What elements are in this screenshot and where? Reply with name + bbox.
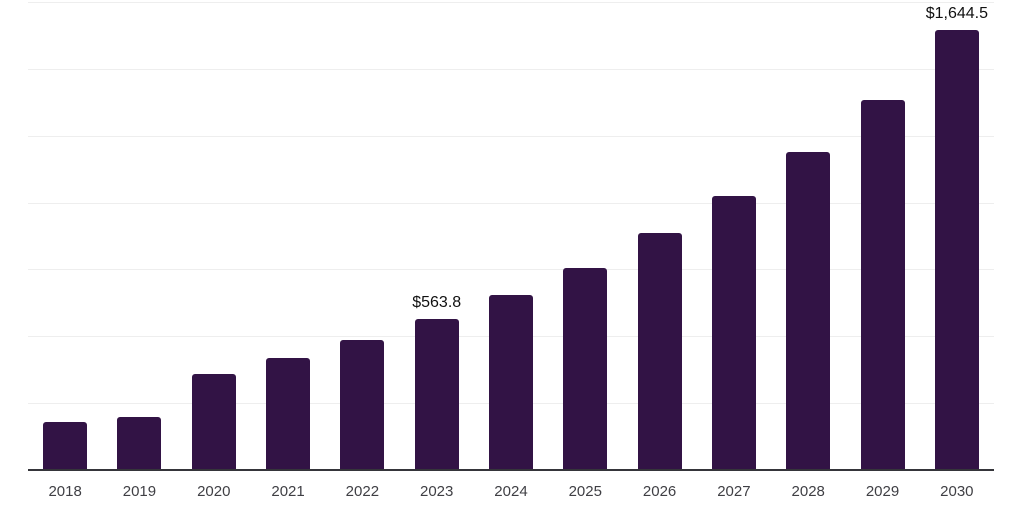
x-tick-label-2020: 2020 [197, 483, 231, 500]
x-tick-label-2018: 2018 [48, 483, 82, 500]
x-tick-label-2021: 2021 [271, 483, 305, 500]
value-label-2030: $1,644.5 [925, 5, 988, 23]
bar-2019 [117, 416, 162, 470]
x-tick-label-2026: 2026 [642, 483, 677, 500]
bar-2025 [563, 267, 608, 470]
gridline-1250 [28, 135, 994, 137]
gridline-1750 [28, 2, 994, 3]
x-tick-label-2024: 2024 [494, 483, 528, 500]
gridline-1000 [28, 202, 994, 204]
bar-2020 [191, 373, 236, 470]
x-tick-label-2023: 2023 [419, 483, 454, 500]
x-tick-label-2029: 2029 [865, 483, 900, 500]
bar-2028 [786, 152, 831, 470]
x-tick-label-2028: 2028 [791, 483, 825, 500]
gridline-750 [28, 269, 994, 271]
x-tick-label-2030: 2030 [940, 483, 974, 500]
bar-2027 [711, 195, 756, 470]
x-tick-label-2027: 2027 [717, 483, 751, 500]
x-axis-line [28, 469, 994, 471]
x-tick-label-2022: 2022 [345, 483, 380, 500]
gridline-1500 [28, 68, 994, 70]
bar-2029 [860, 100, 905, 470]
bar-2024 [489, 294, 533, 470]
x-tick-label-2025: 2025 [568, 483, 602, 500]
x-tick-label-2019: 2019 [122, 483, 157, 500]
bar-2018 [43, 422, 88, 470]
bar-2021 [266, 358, 311, 470]
bar-2030 [934, 30, 979, 470]
bar-2023 [414, 319, 459, 470]
bar-2026 [637, 232, 682, 470]
value-label-2023: $563.8 [412, 294, 462, 312]
bar-2022 [340, 340, 385, 470]
